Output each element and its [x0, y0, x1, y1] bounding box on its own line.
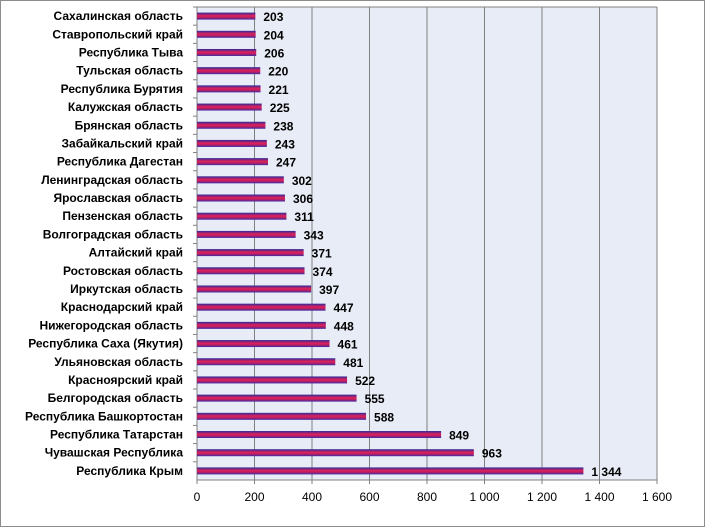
category-label: Республика Дагестан: [57, 155, 183, 169]
data-label: 448: [334, 319, 354, 333]
data-label: 1 344: [591, 465, 621, 479]
category-label: Сахалинская область: [54, 9, 183, 23]
data-label: 243: [275, 137, 295, 151]
category-label: Белгородская область: [48, 391, 183, 405]
data-label: 306: [293, 192, 313, 206]
data-label: 220: [268, 65, 288, 79]
data-label: 343: [304, 228, 324, 242]
bar: [197, 467, 584, 475]
bar: [197, 340, 330, 348]
data-label: 247: [276, 156, 296, 170]
category-label: Забайкальский край: [62, 136, 184, 150]
bar: [197, 267, 305, 275]
bar: [197, 176, 284, 184]
x-tick-label: 800: [417, 490, 437, 504]
data-label: 963: [482, 447, 502, 461]
data-label: 555: [365, 392, 385, 406]
data-label: 203: [263, 10, 283, 24]
bar: [197, 376, 348, 384]
bar: [197, 48, 257, 56]
category-label: Нижегородская область: [39, 318, 183, 332]
bar: [197, 212, 287, 220]
data-label: 311: [294, 210, 314, 224]
data-label: 302: [292, 174, 312, 188]
category-label: Волгоградская область: [43, 227, 183, 241]
bar: [197, 158, 269, 166]
category-label: Алтайский край: [89, 246, 183, 260]
data-label: 221: [269, 83, 289, 97]
category-label: Ульяновская область: [54, 355, 183, 369]
bar: [197, 139, 267, 147]
data-label: 588: [374, 410, 394, 424]
bar: [197, 412, 367, 420]
bar: [197, 321, 326, 329]
bar: [197, 285, 312, 293]
data-label: 238: [273, 119, 293, 133]
category-label: Тульская область: [76, 64, 183, 78]
data-label: 849: [449, 429, 469, 443]
category-label: Краснодарский край: [61, 300, 183, 314]
bar: [197, 303, 326, 311]
bar: [197, 194, 285, 202]
category-label: Республика Тыва: [79, 45, 184, 59]
category-label: Брянская область: [75, 118, 183, 132]
x-axis-tick-labels: 0 200 400 600 800 1 000 1 200 1 400 1 600: [194, 490, 673, 504]
data-label: 371: [312, 247, 332, 261]
x-tick-label: 400: [302, 490, 322, 504]
bar: [197, 85, 261, 93]
bar: [197, 449, 474, 457]
category-label: Республика Башкортостан: [25, 409, 183, 423]
data-label: 225: [270, 101, 290, 115]
category-labels: Сахалинская область Ставропольский край Ре…: [25, 9, 183, 478]
category-label: Красноярский край: [68, 373, 183, 387]
category-label: Ставропольский край: [52, 27, 183, 41]
bar: [197, 121, 266, 129]
bar: [197, 230, 296, 238]
category-label: Чувашская Республика: [45, 446, 184, 460]
x-tick-label: 200: [244, 490, 264, 504]
data-label: 481: [343, 356, 363, 370]
category-label: Республика Татарстан: [50, 428, 183, 442]
category-label: Республика Крым: [76, 464, 183, 478]
bar: [197, 30, 256, 38]
data-label: 374: [313, 265, 333, 279]
category-label: Республика Бурятия: [61, 82, 183, 96]
category-label: Калужская область: [68, 100, 183, 114]
x-tick-label: 1 000: [469, 490, 499, 504]
x-tick-label: 1 400: [584, 490, 614, 504]
x-tick-label: 600: [359, 490, 379, 504]
x-tick-label: 1 600: [642, 490, 672, 504]
data-label: 397: [319, 283, 339, 297]
x-tick-label: 0: [194, 490, 201, 504]
category-label: Ростовская область: [63, 264, 183, 278]
bar: [197, 67, 261, 75]
bars: [197, 12, 584, 475]
category-label: Ярославская область: [53, 191, 183, 205]
value-labels: 203 204 206 220 221 225 238 243 247 302 306 311 343 3…: [263, 10, 621, 479]
bar: [197, 12, 256, 20]
bar: [197, 431, 442, 439]
data-label: 447: [334, 301, 354, 315]
category-label: Иркутская область: [70, 282, 183, 296]
data-label: 206: [264, 46, 284, 60]
category-label: Пензенская область: [62, 209, 183, 223]
bar: [197, 358, 336, 366]
category-label: Ленинградская область: [41, 173, 183, 187]
x-tick-label: 1 200: [527, 490, 557, 504]
bar: [197, 394, 357, 402]
data-label: 461: [338, 338, 358, 352]
bar: [197, 103, 262, 111]
data-label: 522: [355, 374, 375, 388]
category-label: Республика Саха (Якутия): [28, 337, 183, 351]
bar: [197, 249, 304, 257]
data-label: 204: [264, 28, 284, 42]
